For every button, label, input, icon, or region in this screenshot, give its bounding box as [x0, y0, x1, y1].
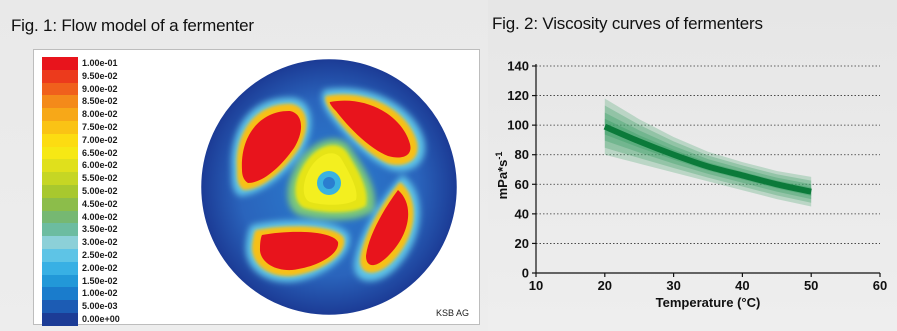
- legend-swatch: [42, 274, 78, 288]
- legend-row: 3.00e-02: [42, 236, 162, 249]
- x-tick-label: 30: [666, 278, 680, 293]
- legend-label: 8.50e-02: [82, 96, 118, 107]
- legend-row: 1.00e-01: [42, 57, 162, 70]
- y-tick-label: 80: [515, 147, 529, 162]
- chart-ticks: 0 20 40 60 80 100 120 140 10 20 30 40 50 60: [507, 59, 887, 294]
- x-tick-label: 40: [735, 278, 749, 293]
- chart-axes: [535, 64, 880, 274]
- legend-label: 6.00e-02: [82, 160, 118, 171]
- legend-swatch: [42, 108, 78, 121]
- legend-label: 5.50e-02: [82, 173, 118, 184]
- legend-swatch: [42, 133, 78, 147]
- legend-swatch: [42, 223, 78, 237]
- y-tick-label: 40: [515, 206, 529, 221]
- range-band-layer: [604, 118, 812, 196]
- legend-swatch: [42, 248, 78, 262]
- legend-label: 0.00e+00: [82, 313, 120, 324]
- x-tick-label: 10: [529, 278, 543, 293]
- x-tick-label: 20: [598, 278, 612, 293]
- legend-swatch: [42, 210, 78, 224]
- legend-label: 2.00e-02: [82, 262, 118, 273]
- legend-swatch: [42, 184, 78, 198]
- fig2-panel: Fig. 2: Viscosity curves of fermenters 0…: [488, 0, 897, 331]
- legend-label: 4.00e-02: [82, 211, 118, 222]
- legend-swatch: [42, 146, 78, 160]
- legend-row: 4.00e-02: [42, 210, 162, 224]
- legend-row: 5.50e-02: [42, 172, 162, 185]
- y-tick-label: 60: [515, 177, 529, 192]
- x-tick-label: 60: [873, 278, 887, 293]
- legend-swatch: [42, 69, 78, 83]
- legend-label: 3.00e-02: [82, 237, 118, 248]
- legend-row: 2.50e-02: [42, 248, 162, 262]
- legend-row: 3.50e-02: [42, 223, 162, 237]
- viscosity-chart: 0 20 40 60 80 100 120 140 10 20 30 40 50 60 Temperatu…: [494, 59, 887, 311]
- viscosity-line: [603, 123, 812, 195]
- x-tick-label: 50: [804, 278, 818, 293]
- legend-label: 9.50e-02: [82, 70, 118, 81]
- legend-label: 6.50e-02: [82, 147, 118, 158]
- legend-label: 7.50e-02: [82, 121, 118, 132]
- fig1-panel: Fig. 1: Flow model of a fermenter 1.00e-…: [0, 0, 488, 331]
- y-tick-label: 140: [507, 59, 529, 74]
- legend-row: 6.50e-02: [42, 146, 162, 160]
- legend-row: 7.00e-02: [42, 133, 162, 147]
- legend-row: 5.00e-02: [42, 184, 162, 198]
- legend-label: 5.00e-03: [82, 301, 118, 312]
- legend-label: 1.00e-02: [82, 288, 118, 299]
- y-tick-label: 20: [515, 236, 529, 251]
- legend-label: 1.50e-02: [82, 275, 118, 286]
- legend-swatch: [42, 312, 78, 326]
- legend-swatch: [42, 236, 78, 249]
- y-tick-label: 0: [522, 266, 529, 281]
- legend-swatch: [42, 95, 78, 109]
- legend-row: 8.00e-02: [42, 108, 162, 121]
- legend-swatch: [42, 261, 78, 275]
- legend-swatch: [42, 197, 78, 211]
- legend-label: 8.00e-02: [82, 109, 118, 120]
- legend-swatch: [42, 172, 78, 185]
- legend-label: 9.00e-02: [82, 83, 118, 94]
- x-axis-title: Temperature (°C): [656, 295, 761, 310]
- legend-swatch: [42, 159, 78, 173]
- y-tick-label: 100: [507, 118, 529, 133]
- legend-swatch: [42, 82, 78, 96]
- legend-swatch: [42, 300, 78, 313]
- legend-row: 4.50e-02: [42, 197, 162, 211]
- viscosity-range-band: [604, 98, 812, 207]
- legend-label: 2.50e-02: [82, 249, 118, 260]
- color-scale-legend: 1.00e-01 9.50e-02 9.00e-02 8.50e-02 8.00e-02…: [42, 57, 162, 326]
- viscosity-series: [603, 123, 812, 195]
- legend-label: 7.00e-02: [82, 134, 118, 145]
- legend-row: 1.00e-02: [42, 287, 162, 301]
- legend-row: 6.00e-02: [42, 159, 162, 173]
- flow-model-figure: 1.00e-01 9.50e-02 9.00e-02 8.50e-02 8.00e-02…: [33, 49, 480, 326]
- legend-swatch: [42, 57, 78, 70]
- legend-row: 0.00e+00: [42, 312, 162, 326]
- legend-label: 3.50e-02: [82, 224, 118, 235]
- fermenter-cross-section: [201, 59, 457, 315]
- flow-core: [241, 100, 411, 271]
- y-axis-title: mPa*s-1: [494, 152, 510, 200]
- legend-label: 1.00e-01: [82, 58, 118, 68]
- image-credit: KSB AG: [435, 308, 469, 318]
- legend-row: 2.00e-02: [42, 261, 162, 275]
- legend-row: 9.00e-02: [42, 82, 162, 96]
- legend-label: 5.00e-02: [82, 185, 118, 196]
- fig1-title: Fig. 1: Flow model of a fermenter: [11, 16, 254, 35]
- legend-row: 7.50e-02: [42, 120, 162, 134]
- fig2-title: Fig. 2: Viscosity curves of fermenters: [492, 14, 763, 33]
- legend-row: 5.00e-03: [42, 300, 162, 313]
- legend-row: 8.50e-02: [42, 95, 162, 109]
- legend-swatch: [42, 287, 78, 301]
- legend-swatch: [42, 120, 78, 134]
- y-tick-label: 120: [507, 88, 529, 103]
- legend-row: 1.50e-02: [42, 274, 162, 288]
- legend-row: 9.50e-02: [42, 69, 162, 83]
- chart-grid: [536, 65, 880, 244]
- legend-label: 4.50e-02: [82, 198, 118, 209]
